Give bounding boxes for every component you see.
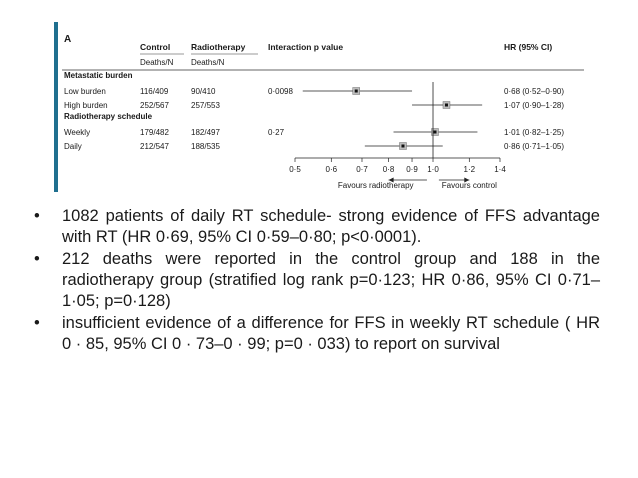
bullet-dot: •	[34, 250, 40, 268]
bullet-dot: •	[34, 207, 40, 225]
x-axis-tick-label: 1·4	[494, 165, 506, 174]
bullet-text: 1082 patients of daily RT schedule- stro…	[62, 207, 600, 246]
subheader-radiotherapy: Deaths/N	[191, 58, 225, 67]
x-axis-tick-label: 0·6	[326, 165, 338, 174]
group-label: Radiotherapy schedule	[64, 112, 153, 121]
row-p-value: 0·27	[268, 128, 285, 137]
favours-control-label: Favours control	[442, 181, 497, 190]
group-label: Metastatic burden	[64, 71, 133, 80]
point-estimate	[354, 89, 358, 93]
bullet-text: insufficient evidence of a difference fo…	[62, 314, 600, 353]
row-control-value: 116/409	[140, 87, 169, 96]
row-radiotherapy-value: 90/410	[191, 87, 216, 96]
x-axis-tick-label: 0·7	[356, 165, 368, 174]
favours-radiotherapy-label: Favours radiotherapy	[338, 181, 414, 190]
row-hr-value: 0·86 (0·71–1·05)	[504, 142, 564, 151]
header-hr: HR (95% CI)	[504, 42, 552, 52]
panel-label: A	[64, 34, 71, 45]
x-axis-tick-label: 1·0	[427, 165, 439, 174]
row-label: Weekly	[64, 128, 90, 137]
row-hr-value: 1·01 (0·82–1·25)	[504, 128, 564, 137]
row-p-value: 0·0098	[268, 87, 293, 96]
row-label: Daily	[64, 142, 82, 151]
arrow-left-head	[388, 177, 394, 183]
header-control: Control	[140, 42, 170, 52]
point-estimate	[444, 103, 448, 107]
x-axis-tick-label: 0·8	[383, 165, 395, 174]
bullet-item: • 1082 patients of daily RT schedule- str…	[26, 206, 600, 248]
bullet-dot: •	[34, 314, 40, 332]
header-radiotherapy: Radiotherapy	[191, 42, 246, 52]
point-estimate	[401, 144, 405, 148]
x-axis-tick-label: 0·9	[406, 165, 418, 174]
row-radiotherapy-value: 188/535	[191, 142, 220, 151]
subheader-control: Deaths/N	[140, 58, 174, 67]
forest-plot-figure: A Control Radiotherapy Interaction p value H…	[54, 22, 588, 192]
bullet-item: • insufficient evidence of a difference f…	[26, 313, 600, 355]
bullet-text: 212 deaths were reported in the control …	[62, 250, 600, 310]
point-estimate	[433, 130, 437, 134]
arrow-right-head	[464, 177, 470, 183]
row-radiotherapy-value: 257/553	[191, 101, 220, 110]
bullet-list: • 1082 patients of daily RT schedule- str…	[26, 206, 600, 356]
row-hr-value: 0·68 (0·52–0·90)	[504, 87, 564, 96]
row-control-value: 212/547	[140, 142, 169, 151]
header-interaction: Interaction p value	[268, 42, 343, 52]
forest-plot: A Control Radiotherapy Interaction p value H…	[62, 34, 584, 190]
bullet-item: • 212 deaths were reported in the control…	[26, 249, 600, 312]
row-hr-value: 1·07 (0·90–1·28)	[504, 101, 564, 110]
row-label: Low burden	[64, 87, 106, 96]
x-axis-tick-label: 0·5	[289, 165, 301, 174]
row-label: High burden	[64, 101, 108, 110]
x-axis-tick-label: 1·2	[464, 165, 476, 174]
row-control-value: 252/567	[140, 101, 169, 110]
row-radiotherapy-value: 182/497	[191, 128, 220, 137]
row-control-value: 179/482	[140, 128, 169, 137]
